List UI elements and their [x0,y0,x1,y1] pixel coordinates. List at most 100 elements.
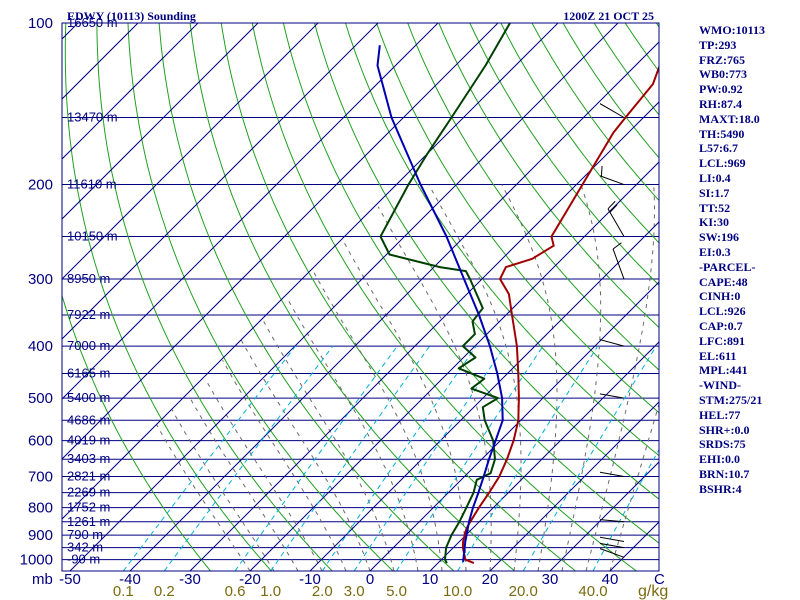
parcel-trace [376,45,504,563]
isotherm--120 [62,23,199,160]
pressure-label-700: 700 [28,469,53,486]
temperature-label--30: -30 [179,571,201,588]
mixing-ratio-label-1.0: 1.0 [260,583,281,600]
moist-adiabat-40 [609,402,659,571]
wind-barb-staff-5 [600,393,625,399]
height-label-900mb: 790 m [67,527,103,542]
temperature-label--40: -40 [119,571,141,588]
dry-adiabat-50 [282,23,659,544]
wind-barb-staff-0 [600,548,625,558]
plot-frame [61,22,660,572]
mixing-ratio-axis: 0.1 0.2 0.6 1.0 2.0 3.0 5.0 10.0 20.0 40.0 [113,583,608,600]
wind-barb-half-flag-4 [596,466,597,471]
index-item: -PARCEL- [699,259,756,274]
index-item: EL:611 [699,348,737,363]
index-item: BRN:10.7 [699,466,750,481]
index-item: SRDS:75 [699,437,746,452]
isotherm--70 [62,23,499,460]
index-item: RH:87.4 [699,96,742,111]
wind-barb-flag-10 [596,91,598,101]
mixing-ratio-0.6 [234,345,398,571]
isotherm--30 [189,101,659,571]
mixing-ratio-3 [353,345,506,571]
height-label-500mb: 5400 m [67,390,110,405]
temperature-trace [461,64,659,565]
wind-barb-staff-10 [600,103,625,118]
mixing-ratio-label-0.1: 0.1 [113,583,134,600]
height-label-250mb: 10150 m [67,229,118,244]
mixing-ratio-0.1 [122,345,296,571]
mixing-ratio-20 [522,345,657,571]
index-item: TP:293 [699,37,737,52]
height-label-450mb: 6165 m [67,366,110,381]
temperature-unit-label: C [654,571,665,588]
wind-barb-flag-3 [590,509,592,519]
dewpoint-trace [379,23,511,564]
height-label-850mb: 1261 m [67,514,110,529]
index-item: EI:0.3 [699,244,731,259]
moist-adiabat-8 [286,297,419,571]
index-item: L57:6.7 [699,141,738,156]
stability-indices-panel: WMO:10113 TP:293 FRZ:765 WB0:773 PW:0.92 RH:8… [699,23,799,497]
moist-adiabat-20 [377,206,492,571]
index-item: BSHR:4 [699,481,742,496]
pressure-label-300: 300 [28,271,53,288]
moist-adiabat-12 [312,270,443,571]
dry-adiabat-100 [438,23,659,329]
height-label-650mb: 3403 m [67,451,110,466]
temperature-label-20: 20 [482,571,499,588]
dry-adiabat--10 [96,23,333,571]
dry-adiabat-60 [314,23,659,500]
mixing-ratio-2 [321,345,477,571]
mixing-ratio-10 [457,345,599,571]
height-label-600mb: 4019 m [67,433,110,448]
moist-adiabat-28 [501,184,558,571]
dry-adiabat-20 [189,23,516,571]
temperature-label--10: -10 [299,571,321,588]
index-item: MAXT:18.0 [699,111,760,126]
isotherm--40 [129,41,659,571]
mixing-ratio-label-40.0: 40.0 [578,583,607,600]
index-item: LCL:926 [699,304,746,319]
isotherm-lines [62,23,659,571]
isotherm--80 [62,23,439,400]
index-item: STM:275/21 [699,392,763,407]
temperature-label--50: -50 [59,571,81,588]
dry-adiabat-30 [220,23,576,571]
height-labels: 16650 m 13470 m 11610 m 10150 m 8950 m 7922 m… [67,15,118,567]
height-label-150mb: 13470 m [67,109,118,124]
moist-adiabat-0 [240,339,371,571]
index-item: HEL:77 [699,407,741,422]
isotherm--10 [309,221,659,571]
temperature-label-10: 10 [422,571,439,588]
height-label-950mb: 342 m [67,540,103,555]
wind-barb-staff-9 [600,175,625,186]
index-item: FRZ:765 [699,52,745,67]
mixing-ratio-0.2 [163,345,334,571]
height-label-750mb: 2269 m [67,485,110,500]
temperature-label--20: -20 [239,571,261,588]
wind-barb-flag-8 [607,200,616,210]
wind-barb-staff-1 [600,542,625,549]
index-item: LI:0.4 [699,170,731,185]
dry-adiabat--30 [62,293,211,571]
temperature-label-0: 0 [366,571,374,588]
moist-adiabat--4 [222,359,347,571]
moist-adiabat--20 [156,424,251,571]
index-item: -WIND- [699,378,741,393]
isotherm--100 [62,23,319,280]
height-label-400mb: 7000 m [67,338,110,353]
wind-barb-flag-7 [612,242,622,250]
dry-adiabat-80 [376,23,659,414]
wind-barb-staff-6 [600,339,625,347]
pressure-unit-label: mb [32,571,53,588]
temperature-label-40: 40 [602,571,619,588]
wind-barb-flag-8 [609,204,618,213]
wind-barb-staff-7 [612,248,625,280]
mixing-ratio-label-20.0: 20.0 [509,583,538,600]
isotherm--50 [69,23,619,571]
index-item: CINH:0 [699,289,741,304]
index-item: LCL:969 [699,156,746,171]
pressure-label-900: 900 [28,527,53,544]
moist-adiabat-16 [342,240,467,571]
